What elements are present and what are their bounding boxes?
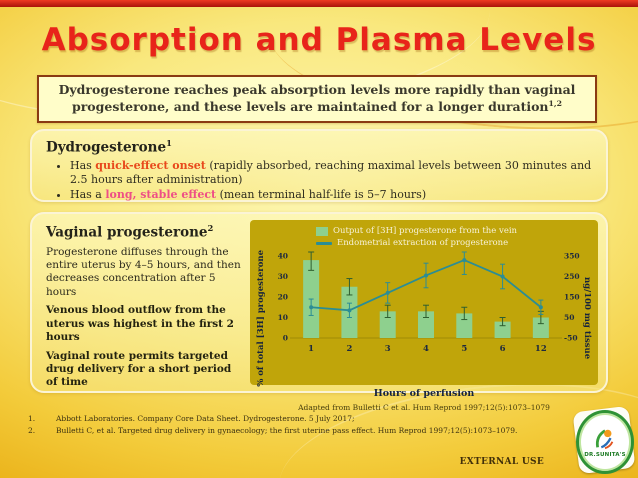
- footnote-text: Bulletti C, et al. Targeted drug deliver…: [56, 425, 518, 435]
- bullet-suffix: (rapidly absorbed, reaching maximal leve…: [70, 158, 592, 186]
- statement-box: Dydrogesterone reaches peak absorption l…: [37, 75, 597, 123]
- right-axis-label: ng/100 mg tissue: [582, 277, 592, 360]
- svg-text:1: 1: [308, 344, 314, 354]
- svg-text:10: 10: [278, 313, 288, 322]
- svg-text:40: 40: [278, 252, 288, 261]
- legend-item-line: Endometrial extraction of progesterone: [316, 238, 594, 248]
- dydrogesterone-panel: Dydrogesterone1 Has quick-effect onset (…: [30, 129, 608, 202]
- bullet-highlight-quick-effect: quick-effect onset: [95, 158, 206, 172]
- svg-text:350: 350: [564, 252, 580, 261]
- external-use-label: EXTERNAL USE: [459, 457, 544, 467]
- footnote-item: 2. Bulletti C, et al. Targeted drug deli…: [28, 425, 563, 437]
- logo-oval: DR.SUNITA'S: [576, 410, 634, 474]
- left-axis-label: % of total [3H] progesterone: [256, 250, 266, 387]
- legend-swatch-bar: [316, 226, 328, 236]
- svg-text:0: 0: [283, 334, 288, 343]
- svg-text:30: 30: [278, 272, 288, 281]
- vaginal-paragraph-diffusion: Progesterone diffuses through the entire…: [46, 245, 241, 298]
- logo-figure-icon: [595, 429, 614, 449]
- vaginal-paragraph-outflow: Venous blood outflow from the uterus was…: [46, 304, 234, 344]
- svg-text:2: 2: [346, 344, 352, 354]
- svg-text:50: 50: [564, 313, 574, 322]
- svg-text:-50: -50: [564, 334, 578, 343]
- vaginal-text-column: Vaginal progesterone2 Progesterone diffu…: [32, 214, 248, 391]
- svg-text:250: 250: [564, 272, 580, 281]
- svg-text:4: 4: [423, 344, 429, 354]
- legend-label-line: Endometrial extraction of progesterone: [337, 238, 509, 248]
- svg-text:12: 12: [535, 344, 547, 354]
- bullet-prefix: Has: [70, 158, 96, 172]
- bullet-prefix: Has a: [70, 188, 106, 202]
- svg-text:20: 20: [278, 293, 288, 302]
- legend-label-bars: Output of [3H] progesterone from the vei…: [333, 226, 518, 236]
- chart-caption: Adapted from Bulletti C et al. Hum Repro…: [298, 402, 550, 412]
- bullet-item-long-stable: Has a long, stable effect (mean terminal…: [70, 188, 592, 202]
- svg-text:3: 3: [385, 344, 391, 354]
- footnote-number: 2.: [28, 425, 36, 435]
- legend-item-bars: Output of [3H] progesterone from the vei…: [316, 226, 594, 236]
- statement-sup: 1,2: [548, 98, 563, 108]
- bullet-list: Has quick-effect onset (rapidly absorbed…: [46, 159, 592, 203]
- statement-text: Dydrogesterone reaches peak absorption l…: [58, 82, 576, 115]
- logo-dr-sunitas: DR.SUNITA'S: [571, 404, 636, 476]
- svg-text:6: 6: [500, 344, 506, 354]
- vaginal-progesterone-panel: Vaginal progesterone2 Progesterone diffu…: [30, 212, 608, 412]
- footnote-item: 1. Abbott Laboratories. Company Core Dat…: [28, 413, 563, 425]
- chart-plot-row: % of total [3H] progesterone 0 10 20 30 40 -5…: [254, 250, 594, 387]
- top-red-bar: [0, 0, 638, 7]
- footnote-text: Abbott Laboratories. Company Core Data S…: [56, 414, 355, 423]
- footnotes: 1. Abbott Laboratories. Company Core Dat…: [28, 413, 563, 436]
- bullet-highlight-long-stable: long, stable effect: [105, 188, 217, 202]
- bullet-item-quick-effect: Has quick-effect onset (rapidly absorbed…: [70, 159, 592, 188]
- chart-panel: Output of [3H] progesterone from the vei…: [250, 220, 598, 412]
- x-axis-title: Hours of perfusion: [373, 387, 475, 399]
- vaginal-paragraph-route: Vaginal route permits targeted drug deli…: [46, 349, 232, 389]
- bullet-suffix: (mean terminal half-life is 5–7 hours): [216, 188, 427, 202]
- chart-legend: Output of [3H] progesterone from the vei…: [254, 226, 594, 248]
- logo-text: DR.SUNITA'S: [584, 451, 626, 458]
- slide-title: Absorption and Plasma Levels: [41, 22, 597, 58]
- dydrogesterone-heading: Dydrogesterone1: [46, 138, 172, 156]
- vaginal-heading: Vaginal progesterone2: [46, 223, 214, 241]
- svg-text:150: 150: [564, 293, 580, 302]
- legend-swatch-line: [316, 241, 332, 245]
- footnote-number: 1.: [28, 414, 36, 423]
- svg-text:5: 5: [461, 344, 467, 354]
